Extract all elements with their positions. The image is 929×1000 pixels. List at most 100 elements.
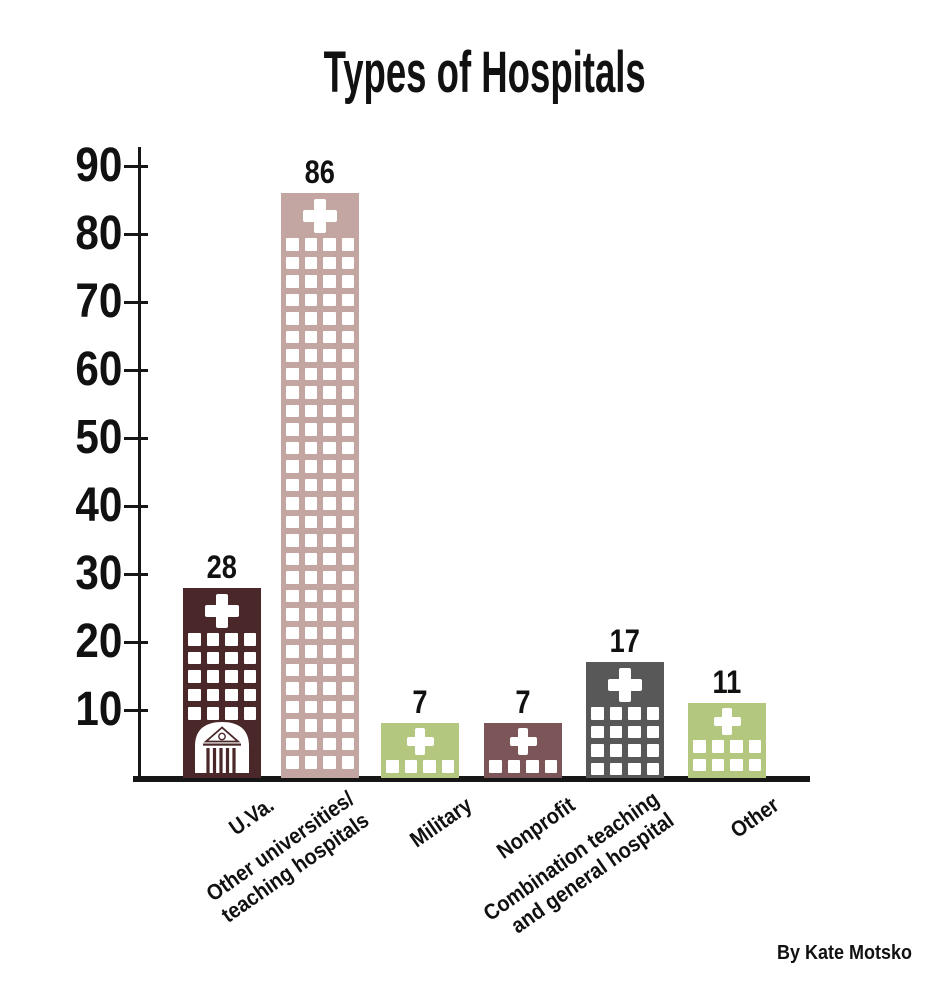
window (323, 404, 336, 417)
window (341, 404, 354, 417)
window (304, 534, 317, 547)
window (341, 349, 354, 362)
window (206, 707, 219, 720)
window (286, 645, 299, 658)
y-tick (124, 641, 148, 644)
window (526, 760, 539, 773)
window (323, 626, 336, 639)
window (304, 312, 317, 325)
window (323, 552, 336, 565)
credit-byline: By Kate Motsko (776, 942, 912, 964)
window (323, 700, 336, 713)
window (243, 651, 256, 664)
window (243, 670, 256, 683)
window (591, 762, 604, 775)
window (404, 760, 417, 773)
window (323, 256, 336, 269)
window (323, 682, 336, 695)
window (304, 256, 317, 269)
window (243, 688, 256, 701)
window (609, 725, 622, 738)
window (304, 497, 317, 510)
window (286, 497, 299, 510)
y-tick-label: 20 (75, 615, 122, 668)
window (646, 762, 659, 775)
window (323, 275, 336, 288)
window (341, 312, 354, 325)
y-tick-label: 60 (75, 343, 122, 396)
window (286, 275, 299, 288)
window (544, 760, 557, 773)
window (323, 756, 336, 769)
window (304, 626, 317, 639)
bar-other (688, 703, 766, 778)
window (489, 760, 502, 773)
window (748, 740, 761, 753)
window (286, 515, 299, 528)
window (286, 330, 299, 343)
window (628, 707, 641, 720)
window (225, 707, 238, 720)
window (304, 367, 317, 380)
y-tick (124, 437, 148, 440)
window (286, 700, 299, 713)
medical-cross-icon (713, 708, 741, 735)
window (286, 349, 299, 362)
bar-value-label: 7 (412, 684, 428, 720)
bar-nonprofit (484, 723, 562, 778)
window (341, 552, 354, 565)
window (286, 737, 299, 750)
window (188, 651, 201, 664)
window (286, 256, 299, 269)
window (225, 670, 238, 683)
window (323, 386, 336, 399)
x-axis-line (133, 776, 810, 782)
window (591, 725, 604, 738)
window (243, 633, 256, 646)
window (286, 404, 299, 417)
window (591, 707, 604, 720)
window (286, 423, 299, 436)
window (341, 515, 354, 528)
window (323, 719, 336, 732)
window (323, 571, 336, 584)
window (609, 707, 622, 720)
window (341, 700, 354, 713)
window (323, 330, 336, 343)
window (304, 552, 317, 565)
window (286, 589, 299, 602)
window (286, 608, 299, 621)
bar-value-label: 17 (609, 623, 641, 659)
window (304, 238, 317, 251)
window (628, 725, 641, 738)
window (730, 758, 743, 771)
window (323, 589, 336, 602)
bar-value-label: 28 (206, 549, 238, 585)
window (341, 645, 354, 658)
window (286, 312, 299, 325)
window (304, 589, 317, 602)
window (341, 626, 354, 639)
window (304, 441, 317, 454)
window (304, 349, 317, 362)
window (341, 460, 354, 473)
y-tick-label: 30 (75, 547, 122, 600)
medical-cross-icon (406, 728, 434, 755)
window (188, 688, 201, 701)
y-tick-label: 80 (75, 207, 122, 260)
window (243, 707, 256, 720)
window (323, 238, 336, 251)
window (286, 238, 299, 251)
window (304, 645, 317, 658)
window (286, 571, 299, 584)
bar-combination-teaching (586, 662, 664, 778)
window (206, 633, 219, 646)
window (323, 534, 336, 547)
window (304, 737, 317, 750)
window (628, 762, 641, 775)
window (304, 423, 317, 436)
window (323, 663, 336, 676)
window (341, 330, 354, 343)
window (304, 275, 317, 288)
